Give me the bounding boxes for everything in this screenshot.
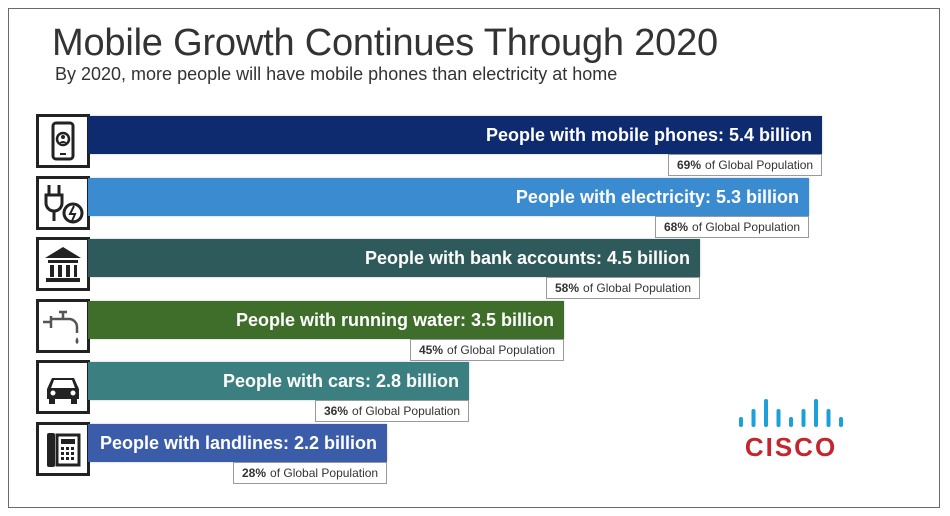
percent-value: 68% — [664, 220, 689, 234]
cisco-logo-bar — [751, 409, 756, 427]
cisco-logo-bar — [801, 409, 806, 427]
bar-1: People with mobile phones: 5.4 billion — [88, 116, 822, 154]
cisco-logo-bar — [764, 399, 768, 427]
car-icon — [36, 360, 90, 414]
percent-suffix: of Global Population — [583, 281, 692, 295]
cisco-logo: CISCO — [735, 396, 847, 462]
plug-electricity-icon — [36, 176, 90, 230]
percent-value: 36% — [324, 404, 349, 418]
cisco-wordmark: CISCO — [744, 432, 838, 462]
cisco-logo-bar — [776, 409, 781, 427]
bar-label: People with bank accounts: 4.5 billion — [364, 247, 690, 268]
bar-label: People with landlines: 2.2 billion — [99, 432, 377, 453]
chart-subtitle: By 2020, more people will have mobile ph… — [55, 64, 618, 84]
mobile-phone-icon — [36, 114, 90, 168]
chart-title: Mobile Growth Continues Through 2020 — [52, 22, 718, 64]
bar-4: People with running water: 3.5 billion — [88, 301, 564, 339]
percent-suffix: of Global Population — [270, 466, 379, 480]
percent-suffix: of Global Population — [705, 158, 814, 172]
percent-value: 28% — [242, 466, 267, 480]
water-faucet-icon — [36, 299, 90, 353]
cisco-logo-bar — [839, 417, 843, 427]
cisco-logo-bar — [826, 409, 831, 427]
bar-3: People with bank accounts: 4.5 billion — [88, 239, 700, 277]
bank-icon — [36, 237, 90, 291]
population-percent-label: 45% of Global Population — [410, 339, 565, 361]
landline-phone-icon — [36, 422, 90, 476]
cisco-logo-bar — [814, 399, 818, 427]
percent-value: 69% — [677, 158, 702, 172]
cisco-logo-bar — [789, 417, 793, 427]
percent-value: 45% — [419, 343, 444, 357]
population-percent-label: 58% of Global Population — [546, 277, 701, 299]
population-percent-label: 68% of Global Population — [655, 216, 810, 238]
population-percent-label: 28% of Global Population — [233, 462, 388, 484]
cisco-logo-bar — [739, 417, 743, 427]
bar-label: People with mobile phones: 5.4 billion — [485, 124, 812, 145]
percent-suffix: of Global Population — [447, 343, 556, 357]
percent-suffix: of Global Population — [352, 404, 461, 418]
bar-label: People with cars: 2.8 billion — [222, 370, 459, 391]
percent-value: 58% — [555, 281, 580, 295]
cisco-bars-icon — [739, 399, 843, 427]
bar-label: People with electricity: 5.3 billion — [515, 186, 799, 207]
bar-label: People with running water: 3.5 billion — [235, 309, 554, 330]
bar-6: People with landlines: 2.2 billion — [88, 424, 387, 462]
population-percent-label: 69% of Global Population — [668, 154, 823, 176]
bar-2: People with electricity: 5.3 billion — [88, 178, 809, 216]
population-percent-label: 36% of Global Population — [315, 400, 470, 422]
bar-5: People with cars: 2.8 billion — [88, 362, 469, 400]
percent-suffix: of Global Population — [692, 220, 801, 234]
